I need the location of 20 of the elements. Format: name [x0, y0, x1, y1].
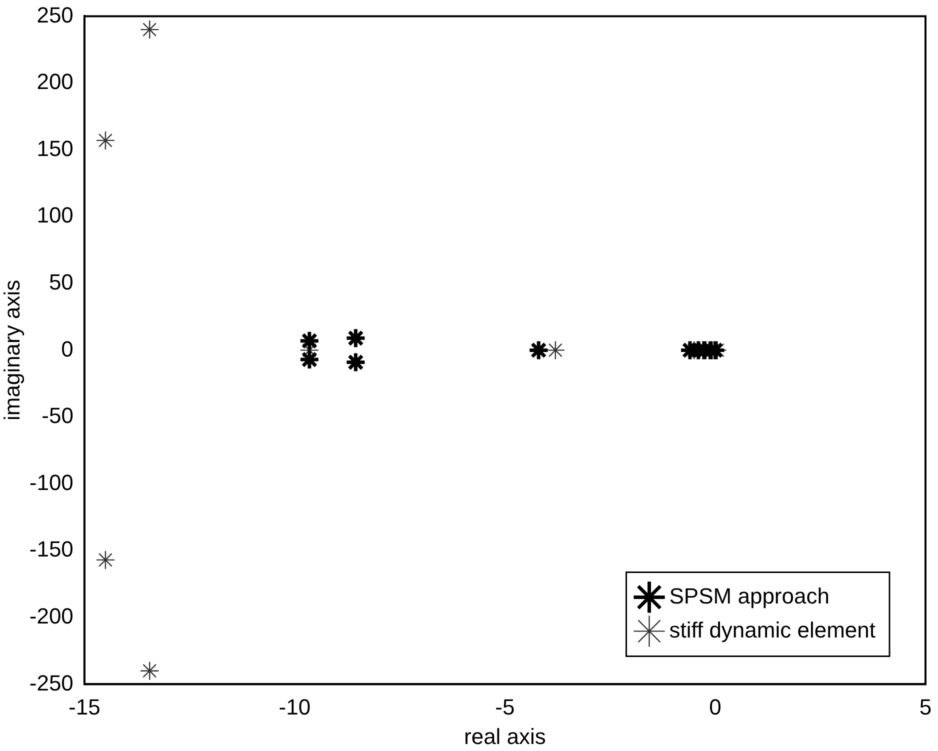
legend-label: SPSM approach [669, 583, 830, 608]
y-tick-label: -100 [29, 470, 74, 495]
y-tick-label: 100 [36, 202, 74, 228]
x-tick-label: 5 [919, 694, 932, 720]
x-tick-label: -15 [68, 694, 100, 720]
y-tick-label: 250 [36, 2, 74, 28]
x-axis-title: real axis [464, 724, 546, 749]
y-tick-label: -50 [42, 403, 74, 428]
x-tick-label: -10 [278, 694, 311, 720]
legend-label: stiff dynamic element [669, 617, 876, 642]
y-tick-label: -200 [29, 603, 74, 628]
x-tick-label: 0 [709, 694, 722, 720]
y-tick-label: 150 [36, 136, 74, 161]
y-tick-label: -150 [29, 536, 74, 562]
y-tick-label: 50 [48, 269, 74, 294]
y-tick-label: 0 [61, 336, 74, 362]
x-tick-label: -5 [495, 694, 515, 720]
y-tick-label: -250 [29, 670, 74, 696]
y-axis-title: imaginary axis [0, 280, 24, 421]
y-tick-label: 200 [36, 69, 74, 94]
